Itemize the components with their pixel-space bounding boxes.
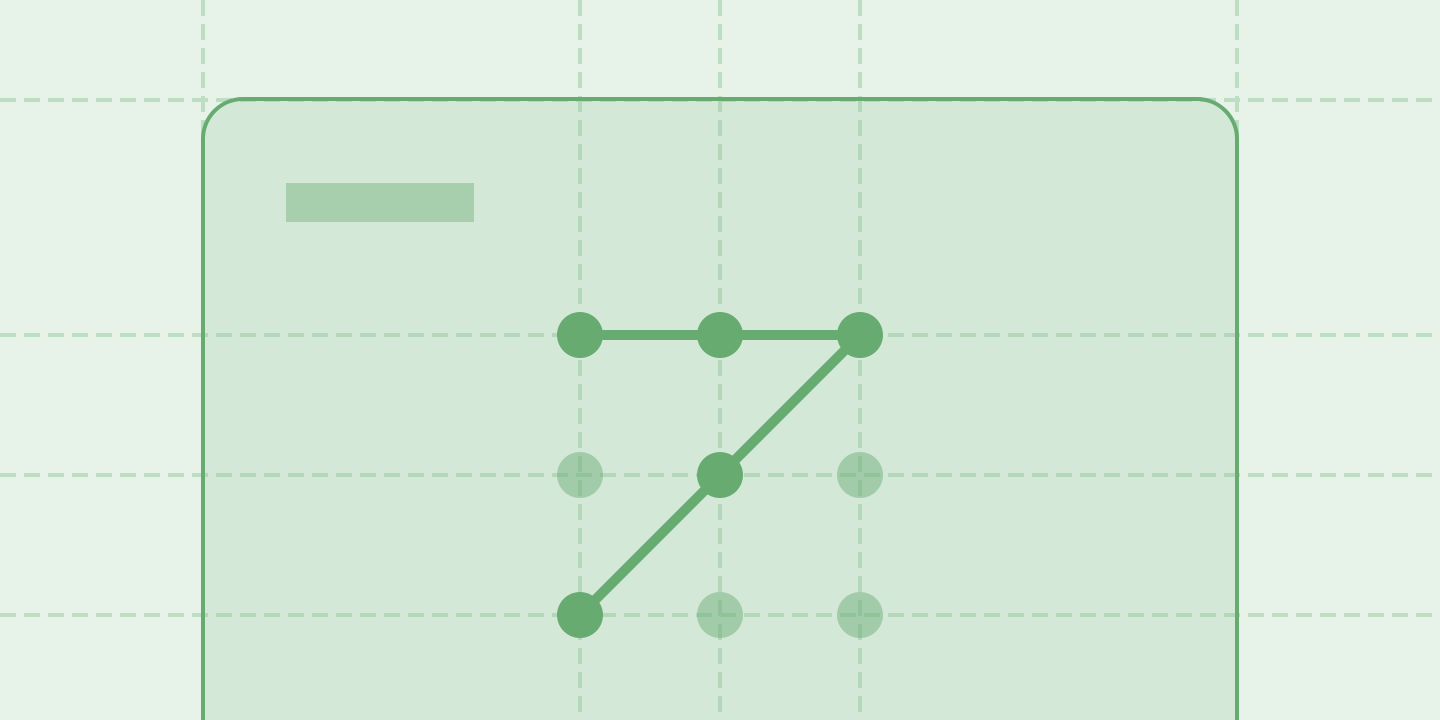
pattern-dot-r0c1-active[interactable]	[697, 312, 743, 358]
pattern-dot-r2c2-inactive[interactable]	[837, 592, 883, 638]
pattern-dot-r0c2-active[interactable]	[837, 312, 883, 358]
pattern-dot-r1c0-inactive[interactable]	[557, 452, 603, 498]
pattern-dot-r0c0-active[interactable]	[557, 312, 603, 358]
pattern-dot-r1c2-inactive[interactable]	[837, 452, 883, 498]
title-placeholder-bar	[286, 183, 474, 222]
pattern-dot-r2c1-inactive[interactable]	[697, 592, 743, 638]
pattern-dot-r1c1-active[interactable]	[697, 452, 743, 498]
pattern-dot-r2c0-active[interactable]	[557, 592, 603, 638]
